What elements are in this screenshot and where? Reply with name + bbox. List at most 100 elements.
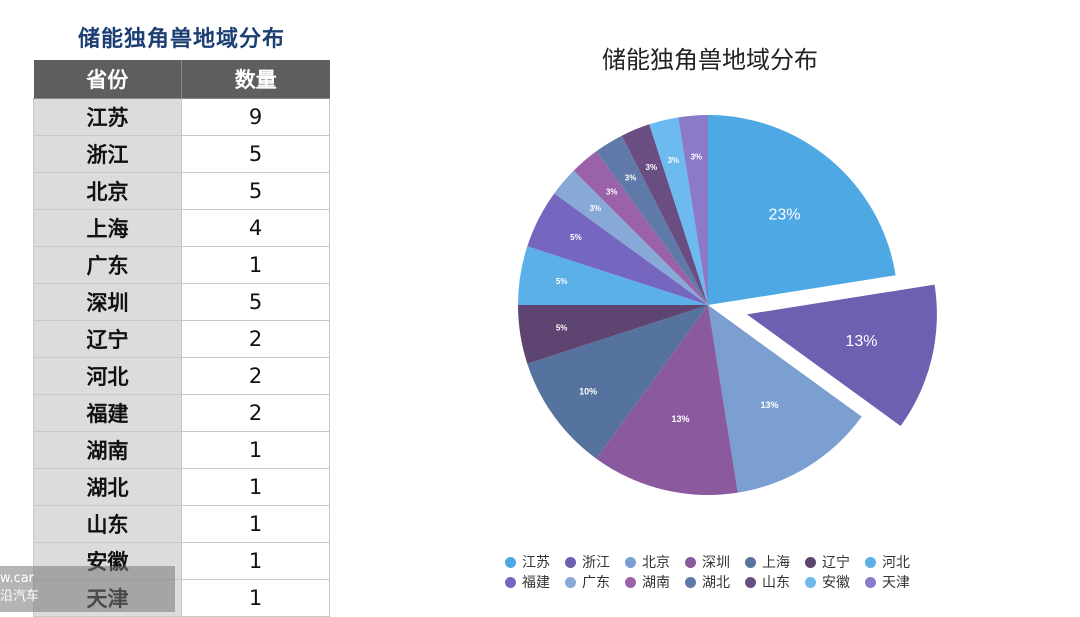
count-cell: 1 bbox=[181, 468, 330, 506]
pie-chart: 储能独角兽地域分布 23% 13% 13% 13% 10% 5% 5% 5% 3% 3% 3% 3% 3… bbox=[460, 30, 960, 600]
count-cell: 2 bbox=[181, 320, 330, 358]
table-header-row: 省份 数量 bbox=[33, 60, 330, 99]
province-cell: 辽宁 bbox=[33, 320, 182, 358]
legend-label: 山东 bbox=[762, 575, 790, 591]
table-row: 湖北 1 bbox=[33, 468, 330, 506]
province-cell: 湖北 bbox=[33, 468, 182, 506]
watermark: w.car 沿汽车 bbox=[0, 566, 175, 612]
province-cell: 上海 bbox=[33, 209, 182, 247]
legend-swatch bbox=[625, 576, 636, 588]
header-province: 省份 bbox=[33, 60, 182, 99]
legend-swatch bbox=[865, 556, 876, 568]
pie-label-河北: 5% bbox=[556, 277, 568, 286]
count-cell: 1 bbox=[181, 431, 330, 469]
legend-item-辽宁: 辽宁 bbox=[805, 552, 865, 572]
province-cell: 广东 bbox=[33, 246, 182, 284]
pie-label-江苏: 23% bbox=[768, 207, 800, 224]
pie-slice-河北 bbox=[518, 246, 708, 305]
pie-slice-上海 bbox=[527, 305, 708, 459]
table-row: 广东 1 bbox=[33, 246, 330, 284]
count-cell: 2 bbox=[181, 394, 330, 432]
table-row: 辽宁 2 bbox=[33, 320, 330, 358]
province-count-table: 省份 数量 江苏 9 浙江 5 北京 5 上海 4 广东 1 深圳 5 辽宁 2 河北 2 福建 2 湖南 1 湖北 1 山… bbox=[33, 60, 330, 617]
legend-swatch bbox=[505, 576, 516, 588]
province-cell: 福建 bbox=[33, 394, 182, 432]
legend-swatch bbox=[685, 556, 696, 568]
pie-slice-浙江 bbox=[746, 284, 937, 427]
legend-item-湖北: 湖北 bbox=[685, 572, 745, 592]
pie-svg: 23% 13% 13% 13% 10% 5% 5% 5% 3% 3% 3% 3% 3% 3% bbox=[518, 115, 937, 495]
pie-slice-安徽 bbox=[649, 117, 708, 305]
province-cell: 浙江 bbox=[33, 135, 182, 173]
legend-label: 福建 bbox=[522, 575, 550, 591]
pie-slice-北京 bbox=[708, 305, 862, 493]
watermark-line-1: w.car bbox=[0, 571, 35, 586]
pie-label-辽宁: 5% bbox=[556, 323, 568, 332]
legend-swatch bbox=[625, 556, 636, 568]
legend-label: 天津 bbox=[882, 575, 910, 591]
legend-label: 辽宁 bbox=[822, 555, 850, 571]
pie-label-湖南: 3% bbox=[606, 187, 618, 196]
pie-slice-江苏 bbox=[708, 115, 896, 305]
count-cell: 5 bbox=[181, 135, 330, 173]
legend-label: 广东 bbox=[582, 575, 610, 591]
table-row: 上海 4 bbox=[33, 209, 330, 247]
count-cell: 9 bbox=[181, 98, 330, 136]
legend-label: 河北 bbox=[882, 555, 910, 571]
pie-label-广东: 3% bbox=[590, 204, 602, 213]
count-cell: 4 bbox=[181, 209, 330, 247]
legend-item-浙江: 浙江 bbox=[565, 552, 625, 572]
legend-swatch bbox=[805, 576, 816, 588]
legend-item-天津: 天津 bbox=[865, 572, 925, 592]
table-row: 湖南 1 bbox=[33, 431, 330, 469]
legend-label: 湖北 bbox=[702, 575, 730, 591]
watermark-line-2: 沿汽车 bbox=[0, 589, 40, 604]
pie-label-福建: 5% bbox=[570, 233, 582, 242]
pie-slice-广东 bbox=[554, 170, 708, 305]
legend-swatch bbox=[565, 576, 576, 588]
table-row: 河北 2 bbox=[33, 357, 330, 395]
pie-slice-湖北 bbox=[596, 135, 708, 305]
legend-item-北京: 北京 bbox=[625, 552, 685, 572]
pie-slice-山东 bbox=[621, 124, 708, 306]
pie-label-安徽: 3% bbox=[668, 156, 680, 165]
pie-label-山东: 3% bbox=[646, 163, 658, 172]
table-row: 浙江 5 bbox=[33, 135, 330, 173]
legend-swatch bbox=[685, 576, 696, 588]
pie-label-北京: 13% bbox=[761, 400, 779, 410]
chart-legend: 江苏 浙江 北京 深圳 上海 辽宁 河北 福建 广东 湖南 湖北 山东 安徽 天津 bbox=[505, 552, 925, 592]
pie-label-浙江: 13% bbox=[845, 333, 877, 350]
count-cell: 5 bbox=[181, 283, 330, 321]
legend-swatch bbox=[745, 556, 756, 568]
legend-swatch bbox=[865, 576, 876, 588]
table-row: 江苏 9 bbox=[33, 98, 330, 136]
pie-label-天津: 3% bbox=[691, 152, 703, 161]
province-cell: 江苏 bbox=[33, 98, 182, 136]
legend-row: 江苏 浙江 北京 深圳 上海 辽宁 河北 bbox=[505, 552, 925, 572]
legend-item-河北: 河北 bbox=[865, 552, 925, 572]
legend-label: 北京 bbox=[642, 555, 670, 571]
legend-label: 上海 bbox=[762, 555, 790, 571]
province-cell: 山东 bbox=[33, 505, 182, 543]
province-cell: 湖南 bbox=[33, 431, 182, 469]
count-cell: 1 bbox=[181, 579, 330, 617]
province-table-panel: 储能独角兽地域分布 省份 数量 江苏 9 浙江 5 北京 5 上海 4 广东 1 深圳 5 辽宁 2 河北 2… bbox=[33, 20, 330, 617]
legend-item-福建: 福建 bbox=[505, 572, 565, 592]
legend-item-江苏: 江苏 bbox=[505, 552, 565, 572]
legend-item-安徽: 安徽 bbox=[805, 572, 865, 592]
province-cell: 深圳 bbox=[33, 283, 182, 321]
legend-item-上海: 上海 bbox=[745, 552, 805, 572]
pie-slice-湖南 bbox=[573, 151, 708, 305]
legend-item-广东: 广东 bbox=[565, 572, 625, 592]
chart-title: 储能独角兽地域分布 bbox=[602, 46, 818, 74]
legend-swatch bbox=[805, 556, 816, 568]
legend-item-山东: 山东 bbox=[745, 572, 805, 592]
count-cell: 1 bbox=[181, 542, 330, 580]
legend-swatch bbox=[745, 576, 756, 588]
legend-swatch bbox=[565, 556, 576, 568]
province-cell: 河北 bbox=[33, 357, 182, 395]
legend-label: 江苏 bbox=[522, 555, 550, 571]
table-title: 储能独角兽地域分布 bbox=[77, 27, 285, 52]
table-row: 福建 2 bbox=[33, 394, 330, 432]
count-cell: 1 bbox=[181, 505, 330, 543]
